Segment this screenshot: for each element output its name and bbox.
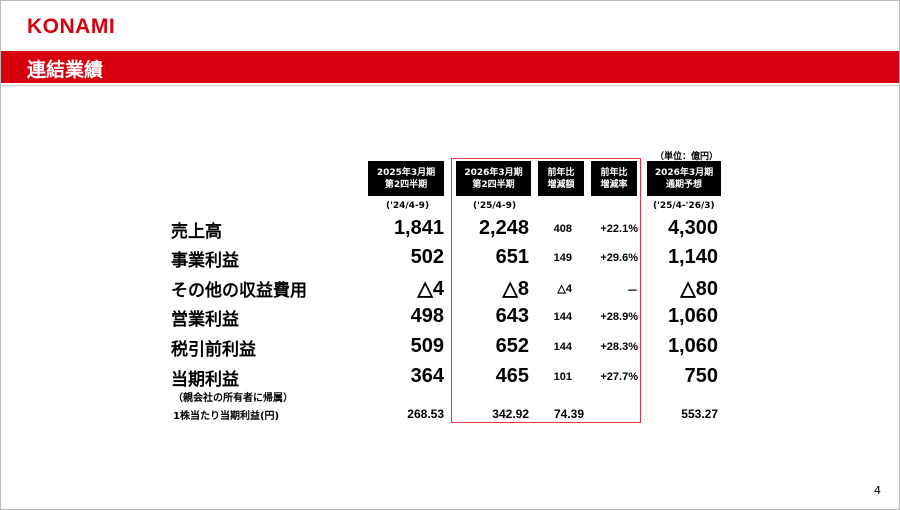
cell-value: △4 <box>557 283 572 295</box>
column-header: 前年比 増減額 <box>538 161 584 196</box>
slide-title: 連結業績 <box>27 59 104 81</box>
row-label: その他の収益費用 <box>171 281 307 301</box>
cell-value: － <box>627 285 638 297</box>
unit-label: （単位：億円） <box>655 152 719 162</box>
cell-value: △8 <box>502 278 529 300</box>
cell-value: 408 <box>553 223 572 235</box>
cell-value: 4,300 <box>667 217 718 239</box>
cell-value: 149 <box>553 252 572 264</box>
cell-value: 502 <box>410 246 444 268</box>
divider <box>1 85 899 86</box>
highlight-box <box>451 158 641 423</box>
page-number: 4 <box>874 484 881 497</box>
column-header-line: 増減率 <box>600 179 628 190</box>
cell-value: 144 <box>553 311 572 323</box>
column-header-line: 2026年3月期 <box>464 167 523 178</box>
row-label: 税引前利益 <box>171 340 256 360</box>
row-label: 当期利益 <box>171 370 239 390</box>
column-header: 前年比 増減率 <box>591 161 637 196</box>
column-header-line: 第2四半期 <box>472 179 515 190</box>
cell-value: 465 <box>495 365 529 387</box>
cell-value: △4 <box>417 278 444 300</box>
column-period: ('25/4-9) <box>473 201 517 211</box>
cell-value: 651 <box>495 246 529 268</box>
cell-value: 643 <box>495 305 529 327</box>
row-label: 営業利益 <box>171 310 239 330</box>
column-header-line: 通期予想 <box>665 179 702 190</box>
column-header-line: 2025年3月期 <box>376 167 436 178</box>
cell-value: +22.1% <box>600 223 638 235</box>
cell-value: 101 <box>553 371 572 383</box>
eps-value: 342.92 <box>492 407 529 421</box>
row-label: 売上高 <box>171 222 222 242</box>
column-period: ('24/4-9) <box>386 201 430 211</box>
title-bar: 連結業績 <box>1 51 899 83</box>
cell-value: +29.6% <box>600 252 638 264</box>
eps-value: 268.53 <box>407 407 444 421</box>
cell-value: 652 <box>495 335 529 357</box>
column-header: 2025年3月期 第2四半期 <box>368 161 444 196</box>
eps-value: 553.27 <box>681 407 718 421</box>
cell-value: 2,248 <box>478 217 529 239</box>
net-income-note: （親会社の所有者に帰属） <box>173 393 293 404</box>
cell-value: 1,140 <box>667 246 718 268</box>
column-period: ('25/4-'26/3) <box>653 201 715 211</box>
column-header-line: 2026年3月期 <box>654 167 714 178</box>
cell-value: +27.7% <box>600 371 638 383</box>
konami-logo: KONAMI <box>27 15 116 38</box>
cell-value: △80 <box>680 278 718 300</box>
cell-value: 1,060 <box>667 335 718 357</box>
cell-value: 750 <box>684 365 718 387</box>
cell-value: 509 <box>410 335 444 357</box>
column-header-line: 前年比 <box>600 167 628 178</box>
column-header-line: 第2四半期 <box>384 179 428 190</box>
column-header-line: 増減額 <box>547 179 575 190</box>
cell-value: +28.3% <box>600 341 638 353</box>
column-header-line: 前年比 <box>547 167 575 178</box>
column-header: 2026年3月期 第2四半期 <box>456 161 531 196</box>
cell-value: 1,841 <box>393 217 444 239</box>
eps-label: 1株当たり当期利益(円) <box>173 411 280 422</box>
cell-value: 364 <box>410 365 444 387</box>
cell-value: 1,060 <box>667 305 718 327</box>
row-label: 事業利益 <box>171 251 239 271</box>
column-header: 2026年3月期 通期予想 <box>647 161 721 196</box>
cell-value: 498 <box>410 305 444 327</box>
cell-value: 144 <box>553 341 572 353</box>
cell-value: +28.9% <box>600 311 638 323</box>
eps-value: 74.39 <box>553 407 584 421</box>
